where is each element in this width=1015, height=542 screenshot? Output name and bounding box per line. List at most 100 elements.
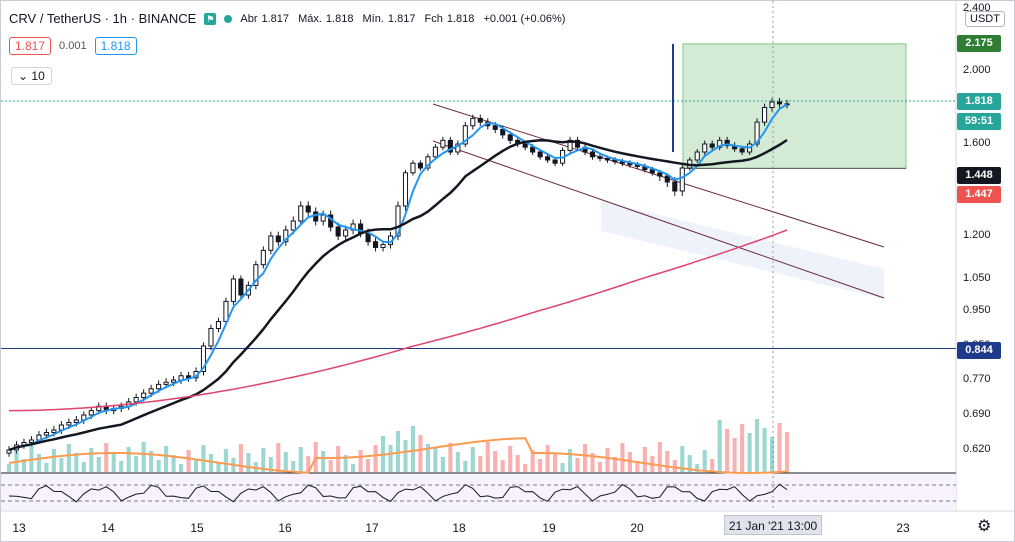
volume-bar — [373, 445, 378, 472]
sma200-line — [9, 229, 788, 412]
candle-body — [373, 241, 379, 248]
candle-body — [754, 121, 760, 145]
volume-bar — [575, 458, 580, 472]
y-tick-label: 1.200 — [963, 229, 991, 241]
candle-body — [313, 211, 319, 222]
candle-body — [739, 148, 745, 153]
channel-lower-line — [432, 140, 885, 299]
volume-bar — [747, 433, 752, 472]
volume-bar — [179, 464, 184, 472]
candle-body — [545, 156, 551, 161]
candle-body — [395, 205, 401, 237]
volume-bar — [702, 450, 707, 472]
candle-body — [769, 101, 775, 109]
volume-bar — [186, 450, 191, 472]
volume-bar — [493, 451, 498, 472]
volume-bar — [762, 428, 767, 472]
flag-icon[interactable]: ⚑ — [204, 12, 217, 25]
volume-bar — [119, 461, 124, 472]
volume-bar — [455, 452, 460, 472]
candle-body — [260, 249, 266, 266]
stop-level-label: 1.448 — [957, 167, 1001, 184]
candle-body — [320, 214, 326, 222]
candle-body — [447, 139, 453, 153]
volume-bar — [553, 454, 558, 472]
volume-bar — [21, 459, 27, 472]
candle-body — [679, 167, 685, 192]
candle-body — [507, 134, 513, 141]
candle-body — [477, 117, 483, 123]
volume-bar — [717, 420, 722, 472]
volume-bar — [515, 455, 520, 472]
sell-button[interactable]: 1.817 — [9, 37, 52, 55]
volume-bar — [246, 453, 251, 472]
candle-body — [672, 181, 678, 192]
volume-bar — [156, 460, 161, 472]
buy-button[interactable]: 1.818 — [94, 37, 137, 55]
support-level-label: 0.844 — [957, 342, 1001, 359]
volume-bar — [590, 453, 595, 472]
volume-bar — [425, 444, 430, 472]
volume-bar — [89, 448, 94, 472]
rsi-line — [8, 483, 788, 503]
volume-bar — [395, 431, 401, 472]
cursor-date-label: 21 Jan '21 13:00 — [724, 515, 822, 535]
candle-body — [163, 381, 169, 385]
volume-bar — [268, 457, 273, 472]
volume-bar — [642, 447, 647, 472]
ohlc-values: Abr 1.817 Máx. 1.818 Mín. 1.817 Fch 1.818 +0… — [240, 12, 566, 25]
candle-body — [343, 229, 349, 237]
volume-bar — [582, 444, 588, 472]
candle-body — [552, 159, 558, 164]
x-tick-label: 14 — [101, 521, 115, 535]
y-tick-label: 0.770 — [963, 373, 991, 385]
volume-bar — [680, 446, 685, 472]
ask-price-label: 1.447 — [957, 186, 1001, 203]
volume-bar — [223, 449, 228, 472]
candle-body — [88, 410, 94, 416]
candle-body — [305, 205, 311, 213]
volume-bar — [448, 443, 453, 472]
volume-bar — [201, 445, 206, 472]
gear-icon[interactable]: ⚙ — [977, 518, 992, 535]
y-tick-label: 2.000 — [963, 64, 991, 76]
volume-bar — [261, 448, 266, 472]
target-zone — [682, 43, 907, 169]
ema-line — [8, 103, 788, 451]
indicators-toggle[interactable]: ⌄ 10 — [11, 67, 52, 85]
volume-bar — [193, 459, 199, 472]
target-price-label: 2.175 — [957, 35, 1001, 52]
candle-body — [335, 226, 341, 237]
candle-body — [141, 392, 147, 398]
volume-bar — [470, 447, 475, 472]
volume-bar — [410, 426, 416, 472]
volume-bar — [328, 460, 333, 472]
spread-value: 0.001 — [59, 40, 87, 52]
volume-bar — [725, 429, 730, 472]
y-tick-label: 1.600 — [963, 137, 991, 149]
volume-bar — [545, 445, 550, 472]
volume-bar — [59, 458, 64, 472]
volume-bar — [351, 464, 356, 472]
candle-body — [694, 151, 700, 161]
volume-bar — [104, 443, 109, 472]
candle-body — [51, 429, 57, 433]
candle-body — [215, 321, 222, 329]
candle-body — [73, 419, 79, 423]
candle-body — [417, 162, 423, 169]
volume-bar — [6, 464, 12, 472]
market-status-icon — [224, 14, 233, 23]
volume-bar — [635, 461, 640, 472]
y-tick-label: 0.950 — [963, 304, 991, 316]
candle-body — [208, 328, 214, 347]
candle-body — [440, 139, 446, 148]
y-tick-label: 2.400 — [963, 2, 991, 14]
symbol-title[interactable]: CRV / TetherUS · 1h · BINANCE — [9, 11, 197, 26]
volume-bar — [508, 446, 513, 472]
candle-body — [455, 143, 461, 153]
currency-label[interactable]: USDT — [965, 11, 1005, 27]
candle-body — [530, 146, 536, 153]
candle-body — [657, 172, 663, 177]
